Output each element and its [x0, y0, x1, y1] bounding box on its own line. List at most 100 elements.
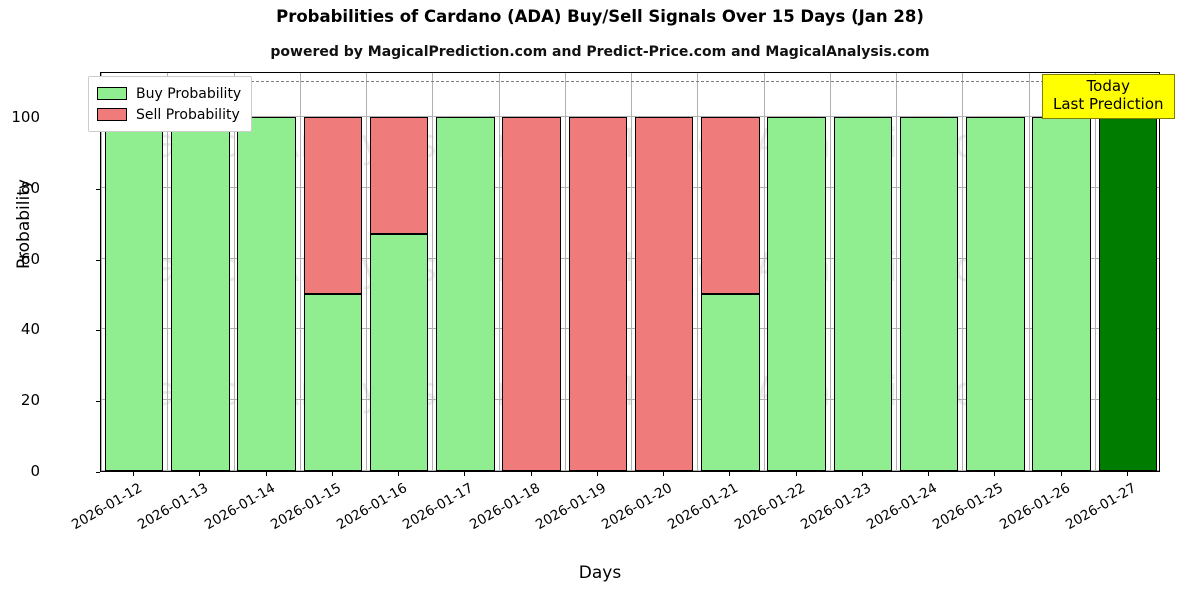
- bar-segment-buy[interactable]: [303, 294, 363, 471]
- y-axis-tick-label: 80: [20, 178, 40, 197]
- y-axis-tick-label: 60: [20, 249, 40, 268]
- bar-segment-buy[interactable]: [899, 117, 959, 471]
- today-annotation-line2: Last Prediction: [1053, 94, 1164, 113]
- gridline-vertical: [896, 73, 897, 471]
- x-axis-tick-mark: [1126, 472, 1128, 476]
- bar-group[interactable]: [237, 73, 296, 471]
- bar-group[interactable]: [1032, 73, 1091, 471]
- legend-label-sell: Sell Probability: [136, 106, 240, 123]
- bar-group[interactable]: [303, 73, 363, 471]
- gridline-horizontal: [101, 116, 1159, 118]
- x-axis-tick-mark: [331, 472, 333, 476]
- bar-group[interactable]: [899, 73, 959, 471]
- gridline-horizontal: [101, 257, 1159, 259]
- gridline-vertical: [763, 73, 765, 471]
- gridline-vertical: [432, 73, 434, 471]
- bar-segment-today[interactable]: [1098, 117, 1158, 471]
- bar-segment-buy[interactable]: [436, 117, 495, 471]
- reference-dashed-line: [101, 80, 1159, 82]
- bar-series-layer: [101, 73, 1159, 471]
- x-axis-tick-mark: [398, 472, 400, 476]
- gridline-vertical: [697, 73, 699, 471]
- bar-segment-buy[interactable]: [833, 117, 893, 471]
- bar-group[interactable]: [634, 73, 694, 471]
- bar-group[interactable]: [1098, 73, 1158, 471]
- y-axis-tick-mark: [96, 472, 100, 473]
- legend-label-buy: Buy Probability: [136, 85, 242, 102]
- bar-segment-buy[interactable]: [369, 233, 429, 471]
- bar-group[interactable]: [701, 73, 760, 471]
- y-axis-tick-label: 0: [30, 462, 40, 480]
- bar-segment-buy[interactable]: [171, 117, 230, 471]
- gridline-vertical: [1094, 73, 1096, 471]
- bar-segment-buy[interactable]: [767, 117, 826, 471]
- x-axis-tick-mark: [795, 472, 797, 476]
- bar-segment-buy[interactable]: [1032, 117, 1091, 471]
- bar-segment-sell[interactable]: [634, 117, 694, 471]
- y-axis-tick-mark: [96, 259, 100, 261]
- bar-segment-sell[interactable]: [303, 117, 363, 295]
- bar-group[interactable]: [502, 73, 561, 471]
- gridline-horizontal: [101, 328, 1159, 330]
- gridline-vertical: [101, 73, 102, 471]
- legend-item-sell: Sell Probability: [97, 104, 241, 125]
- bar-group[interactable]: [369, 73, 429, 471]
- bar-segment-buy[interactable]: [966, 117, 1025, 471]
- bar-group[interactable]: [767, 73, 826, 471]
- chart-title: Probabilities of Cardano (ADA) Buy/Sell …: [276, 7, 924, 26]
- bar-group[interactable]: [568, 73, 628, 471]
- x-axis-tick-mark: [265, 472, 267, 476]
- bar-segment-buy[interactable]: [104, 117, 164, 471]
- bar-segment-sell[interactable]: [568, 117, 628, 471]
- chart-legend: Buy Probability Sell Probability: [88, 76, 253, 132]
- gridline-vertical: [962, 73, 964, 471]
- x-axis-tick-mark: [1060, 472, 1062, 476]
- gridline-horizontal: [101, 186, 1159, 188]
- x-axis-tick-mark: [199, 472, 201, 476]
- bar-group[interactable]: [436, 73, 495, 471]
- y-axis-tick-label: 100: [11, 108, 40, 127]
- gridline-horizontal: [101, 399, 1159, 401]
- x-axis-tick-mark: [928, 472, 930, 476]
- bar-segment-buy[interactable]: [237, 117, 296, 471]
- today-annotation-line1: Today: [1086, 77, 1130, 95]
- bar-segment-sell[interactable]: [369, 117, 429, 234]
- y-axis-tick-label: 40: [20, 320, 40, 339]
- bar-group[interactable]: [966, 73, 1025, 471]
- x-axis-tick-mark: [729, 472, 731, 476]
- gridline-horizontal: [101, 470, 1159, 471]
- gridline-vertical: [299, 73, 301, 471]
- gridline-vertical: [829, 73, 831, 471]
- gridline-vertical: [366, 73, 367, 471]
- bar-segment-buy[interactable]: [701, 294, 760, 471]
- legend-item-buy: Buy Probability: [97, 83, 241, 104]
- plot-area: MagicalAnalysis.comMagicalAnalysis.comMa…: [100, 72, 1160, 472]
- x-axis-tick-mark: [663, 472, 665, 476]
- gridline-vertical: [233, 73, 235, 471]
- x-axis-tick-mark: [530, 472, 532, 476]
- x-axis-tick-mark: [861, 472, 863, 476]
- legend-swatch-buy-icon: [97, 87, 127, 100]
- gridline-vertical: [1028, 73, 1030, 471]
- bar-group[interactable]: [833, 73, 893, 471]
- y-axis-tick-label: 20: [20, 391, 40, 410]
- gridline-vertical: [167, 73, 169, 471]
- gridline-vertical: [498, 73, 500, 471]
- x-axis-tick-mark: [994, 472, 996, 476]
- bar-group[interactable]: [171, 73, 230, 471]
- today-annotation: Today Last Prediction: [1042, 74, 1175, 120]
- y-axis-tick-mark: [96, 188, 100, 190]
- gridline-vertical: [631, 73, 632, 471]
- y-axis-label: Probability: [14, 179, 34, 269]
- x-axis-tick-mark: [464, 472, 466, 476]
- y-axis-tick-mark: [96, 401, 100, 403]
- legend-swatch-sell-icon: [97, 108, 127, 121]
- gridline-vertical: [564, 73, 566, 471]
- x-axis-label: Days: [578, 563, 622, 583]
- bar-segment-sell[interactable]: [502, 117, 561, 471]
- x-axis-tick-mark: [133, 472, 135, 476]
- chart-subtitle: powered by MagicalPrediction.com and Pre…: [270, 44, 930, 60]
- y-axis-tick-mark: [96, 330, 100, 332]
- bar-segment-sell[interactable]: [701, 117, 760, 295]
